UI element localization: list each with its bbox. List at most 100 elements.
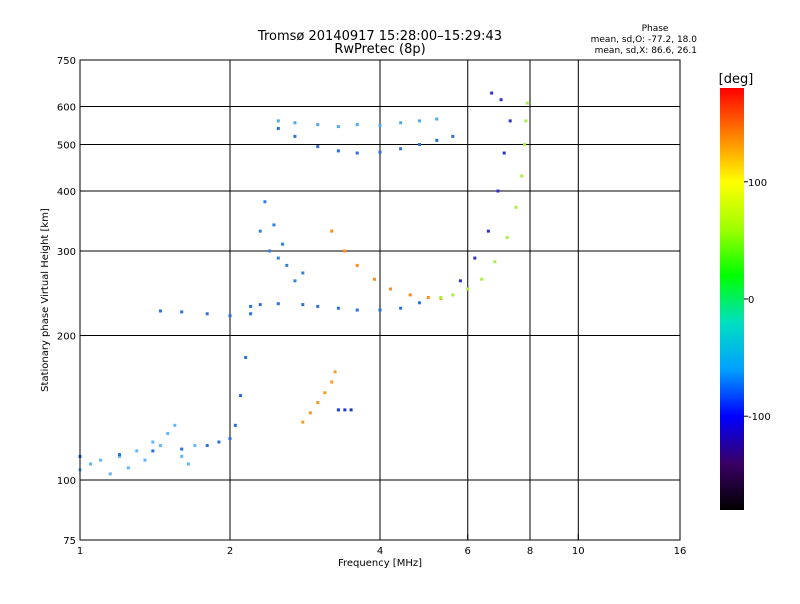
echo-point bbox=[417, 143, 421, 147]
y-tick-label: 500 bbox=[57, 141, 76, 152]
echo-point bbox=[276, 256, 280, 260]
echo-point bbox=[316, 123, 320, 127]
echo-point bbox=[126, 466, 130, 470]
echo-point bbox=[480, 277, 484, 281]
echo-point bbox=[378, 308, 382, 312]
y-tick-label: 75 bbox=[63, 536, 76, 547]
echo-point bbox=[258, 229, 262, 233]
echo-point bbox=[343, 408, 347, 412]
echo-point bbox=[276, 302, 280, 306]
echo-point bbox=[525, 101, 529, 105]
echo-point bbox=[466, 287, 470, 291]
echo-point bbox=[158, 309, 162, 313]
echo-point bbox=[135, 449, 139, 453]
echo-point bbox=[293, 279, 297, 283]
echo-points bbox=[78, 91, 529, 476]
echo-point bbox=[117, 453, 121, 457]
echo-point bbox=[180, 447, 184, 451]
echo-point bbox=[439, 296, 443, 300]
echo-point bbox=[263, 200, 267, 204]
echo-point bbox=[343, 249, 347, 253]
chart-subtitle: RwPretec (8p) bbox=[334, 42, 425, 57]
echo-point bbox=[293, 134, 297, 138]
echo-point bbox=[349, 408, 353, 412]
echo-point bbox=[151, 449, 155, 453]
echo-point bbox=[524, 119, 528, 123]
echo-point bbox=[186, 462, 190, 466]
echo-point bbox=[193, 444, 197, 448]
echo-point bbox=[502, 151, 506, 155]
echo-point bbox=[378, 150, 382, 154]
echo-point bbox=[217, 440, 221, 444]
echo-point bbox=[473, 256, 477, 260]
echo-point bbox=[499, 98, 503, 102]
colorbar-tick-label: 0 bbox=[748, 295, 754, 306]
echo-point bbox=[233, 423, 237, 427]
echo-point bbox=[493, 260, 497, 264]
echo-point bbox=[523, 143, 527, 147]
echo-point bbox=[355, 263, 359, 267]
phase-stats-o: mean, sd,O: -77.2, 18.0 bbox=[591, 35, 698, 45]
x-tick-label: 8 bbox=[527, 546, 533, 557]
echo-point bbox=[180, 454, 184, 458]
colorbar-ticks: 100 0 -100 bbox=[744, 178, 771, 423]
echo-point bbox=[435, 117, 439, 121]
colorbar-label: [deg] bbox=[719, 72, 754, 87]
echo-point bbox=[308, 411, 312, 415]
echo-point bbox=[355, 151, 359, 155]
x-tick-label: 4 bbox=[377, 546, 383, 557]
echo-point bbox=[143, 458, 147, 462]
echo-point bbox=[514, 205, 518, 209]
echo-point bbox=[399, 147, 403, 151]
colorbar bbox=[720, 88, 744, 510]
echo-point bbox=[117, 454, 121, 458]
echo-point bbox=[108, 472, 112, 476]
echo-point bbox=[355, 123, 359, 127]
y-tick-label: 300 bbox=[57, 247, 76, 258]
echo-point bbox=[496, 189, 500, 193]
y-tick-label: 600 bbox=[57, 103, 76, 114]
echo-point bbox=[249, 312, 253, 316]
echo-point bbox=[378, 123, 382, 127]
x-tick-label: 1 bbox=[77, 546, 83, 557]
echo-point bbox=[249, 304, 253, 308]
y-tick-label: 100 bbox=[57, 476, 76, 487]
echo-point bbox=[281, 242, 285, 246]
echo-point bbox=[336, 149, 340, 153]
x-tick-label: 2 bbox=[227, 546, 233, 557]
echo-point bbox=[389, 287, 393, 291]
echo-point bbox=[486, 229, 490, 233]
echo-point bbox=[205, 312, 209, 316]
grid-lines bbox=[80, 60, 680, 540]
echo-point bbox=[272, 223, 276, 227]
echo-point bbox=[276, 126, 280, 130]
echo-point bbox=[399, 121, 403, 125]
echo-point bbox=[333, 370, 337, 374]
echo-point bbox=[228, 314, 232, 318]
chart-title: Tromsø 20140917 15:28:00–15:29:43 bbox=[257, 29, 502, 44]
echo-point bbox=[336, 125, 340, 129]
echo-point bbox=[508, 119, 512, 123]
x-tick-label: 16 bbox=[674, 546, 687, 557]
y-tick-label: 200 bbox=[57, 332, 76, 343]
echo-point bbox=[293, 121, 297, 125]
echo-point bbox=[330, 229, 334, 233]
echo-point bbox=[316, 304, 320, 308]
echo-point bbox=[244, 355, 248, 359]
echo-point bbox=[505, 236, 509, 240]
y-axis-label: Stationary phase Virtual Height [km] bbox=[40, 208, 51, 392]
echo-point bbox=[267, 249, 271, 253]
echo-point bbox=[151, 440, 155, 444]
echo-point bbox=[336, 408, 340, 412]
x-tick-label: 10 bbox=[572, 546, 585, 557]
echo-point bbox=[316, 145, 320, 149]
echo-point bbox=[451, 293, 455, 297]
echo-point bbox=[435, 138, 439, 142]
phase-stats-header: Phase bbox=[642, 24, 669, 34]
echo-point bbox=[408, 293, 412, 297]
echo-point bbox=[205, 444, 209, 448]
echo-point bbox=[336, 306, 340, 310]
echo-point bbox=[99, 458, 103, 462]
